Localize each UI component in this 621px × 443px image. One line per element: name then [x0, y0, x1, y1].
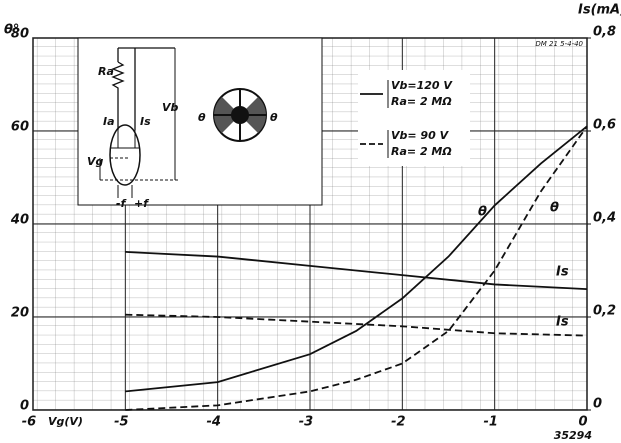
x-tick-label: -3 — [299, 415, 313, 430]
y2-tick-label: 0,2 — [593, 304, 616, 319]
stamp: DM 21 5-4-40 — [535, 40, 583, 48]
x-tick-label: -2 — [391, 415, 405, 430]
inset-label: Is — [140, 115, 151, 128]
y2-tick-label: 0,6 — [593, 118, 616, 133]
y2-tick-label: 0,8 — [593, 25, 616, 40]
x-tick-label: -6 — [22, 415, 36, 430]
series-label: Is — [556, 315, 569, 330]
y2-tick-label: 0 — [593, 397, 602, 412]
legend-label: Vb= 90 V — [391, 129, 450, 142]
series-label: θ — [478, 205, 487, 220]
x-tick-label: 0 — [578, 415, 587, 430]
y-tick-label: 20 — [11, 306, 29, 321]
inset-label: -f — [116, 197, 127, 210]
inset-label: Ra — [98, 65, 114, 78]
x-axis-label: Vg(V) — [48, 415, 83, 428]
inset-label: θ — [198, 111, 206, 124]
y2-tick-label: 0,4 — [593, 211, 616, 226]
series-label: Is — [556, 265, 569, 280]
inset-label: Vg — [87, 155, 104, 168]
y2-axis-label: Is(mA) — [578, 3, 621, 18]
inset-label: Ia — [103, 115, 115, 128]
y-axis-label: θ° — [4, 23, 19, 38]
x-tick-label: -1 — [483, 415, 497, 430]
x-tick-label: -4 — [206, 415, 220, 430]
legend-label: Ra= 2 MΩ — [391, 145, 452, 158]
x-tick-label: -5 — [114, 415, 128, 430]
legend-label: Vb=120 V — [391, 79, 453, 92]
legend-label: Ra= 2 MΩ — [391, 95, 452, 108]
y-tick-label: 0 — [20, 399, 29, 414]
chart: -6-5-4-3-2-1002040608000,20,40,60,8θ°Is(… — [0, 0, 621, 443]
figure-number: 35294 — [554, 429, 592, 442]
inset-label: θ — [270, 111, 278, 124]
series-label: θ — [550, 201, 559, 216]
y-tick-label: 40 — [10, 213, 29, 228]
inset-label: +f — [134, 197, 149, 210]
inset-label: Vb — [162, 101, 179, 114]
y-tick-label: 60 — [11, 120, 29, 135]
